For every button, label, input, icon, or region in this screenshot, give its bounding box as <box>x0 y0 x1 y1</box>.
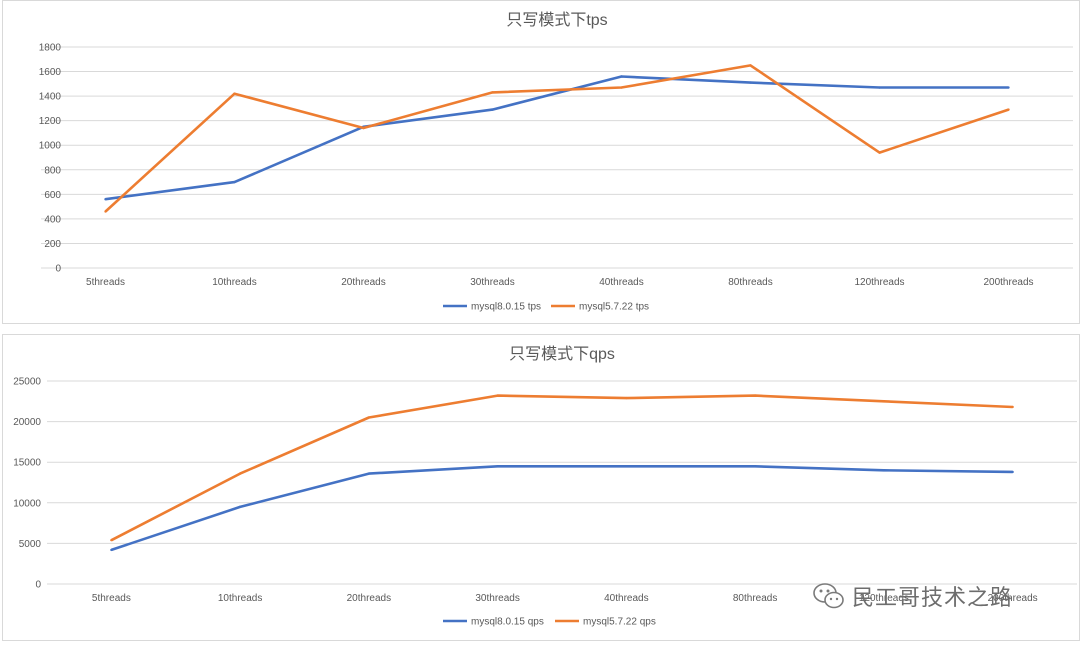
qps-chart-svg: 只写模式下qps 0 5000 10000 15000 20000 25000 5thread… <box>13 345 1077 628</box>
x-tick-label: 40threads <box>604 593 648 604</box>
x-tick-label: 40threads <box>599 277 643 288</box>
y-tick-label: 10000 <box>13 498 41 509</box>
x-tick-label: 10threads <box>212 277 256 288</box>
data-point[interactable] <box>491 108 494 111</box>
legend-item[interactable]: mysql8.0.15 tps <box>443 302 541 313</box>
data-point[interactable] <box>238 505 242 509</box>
y-tick-label: 800 <box>44 165 61 176</box>
data-point[interactable] <box>1011 405 1014 409</box>
x-tick-label: 5threads <box>92 593 131 604</box>
series-line-mysql57[interactable] <box>110 394 1013 542</box>
legend-label: mysql8.0.15 qps <box>471 617 544 628</box>
wechat-icon <box>813 583 844 609</box>
legend-item[interactable]: mysql5.7.22 tps <box>551 302 649 313</box>
legend-label: mysql5.7.22 tps <box>579 302 649 313</box>
data-point[interactable] <box>1007 86 1010 89</box>
data-point[interactable] <box>104 210 107 213</box>
data-point[interactable] <box>1011 470 1014 474</box>
data-point[interactable] <box>110 548 113 552</box>
y-tick-label: 1600 <box>39 67 62 78</box>
data-point[interactable] <box>491 91 494 94</box>
x-tick-label: 20threads <box>341 277 385 288</box>
data-point[interactable] <box>749 81 752 84</box>
tps-chart-svg: 只写模式下tps 0 200 400 600 800 1000 1200 1400 1600 180… <box>39 11 1073 313</box>
y-tick-label: 0 <box>35 580 41 591</box>
tps-chart[interactable]: 只写模式下tps 0 200 400 600 800 1000 1200 1400 1600 180… <box>2 0 1080 324</box>
y-tick-label: 1400 <box>39 92 62 103</box>
data-point[interactable] <box>362 126 365 130</box>
x-tick-label: 20threads <box>347 593 391 604</box>
qps-chart[interactable]: 只写模式下qps 0 5000 10000 15000 20000 25000 5thread… <box>2 334 1080 641</box>
y-tick-label: 200 <box>44 239 61 250</box>
x-tick-label: 200threads <box>983 277 1033 288</box>
data-point[interactable] <box>238 472 242 475</box>
x-tick-label: 10threads <box>218 593 262 604</box>
y-tick-label: 1800 <box>39 43 62 54</box>
y-tick-label: 15000 <box>13 458 41 469</box>
legend-item[interactable]: mysql8.0.15 qps <box>443 617 544 628</box>
data-point[interactable] <box>882 469 886 472</box>
y-tick-label: 20000 <box>13 417 41 428</box>
y-tick-label: 1200 <box>39 116 62 127</box>
series-line-mysql8[interactable] <box>110 465 1013 552</box>
chart-title: 只写模式下qps <box>509 345 615 363</box>
y-tick-label: 25000 <box>13 377 41 388</box>
data-point[interactable] <box>1007 108 1010 111</box>
y-tick-label: 600 <box>44 190 61 201</box>
data-point[interactable] <box>233 92 236 95</box>
data-point[interactable] <box>878 86 881 89</box>
watermark: 民工哥技术之路 <box>812 578 1013 614</box>
data-point[interactable] <box>753 465 757 468</box>
data-point[interactable] <box>104 198 107 201</box>
x-tick-label: 200threads <box>988 593 1038 604</box>
data-point[interactable] <box>749 64 752 67</box>
data-point[interactable] <box>620 86 623 89</box>
x-tick-label: 5threads <box>86 277 125 288</box>
y-tick-label: 400 <box>44 214 61 225</box>
data-point[interactable] <box>625 396 628 400</box>
data-point[interactable] <box>882 400 886 403</box>
data-point[interactable] <box>620 75 623 78</box>
chart-title: 只写模式下tps <box>506 11 607 29</box>
x-tick-label: 30threads <box>470 277 514 288</box>
legend-label: mysql5.7.22 qps <box>583 617 656 628</box>
x-tick-label: 80threads <box>733 593 777 604</box>
x-tick-label: 120threads <box>859 593 909 604</box>
legend-item[interactable]: mysql5.7.22 qps <box>555 617 656 628</box>
data-point[interactable] <box>625 465 628 468</box>
data-point[interactable] <box>496 394 499 397</box>
legend-label: mysql8.0.15 tps <box>471 302 541 313</box>
data-point[interactable] <box>753 394 757 397</box>
x-tick-label: 80threads <box>728 277 772 288</box>
y-tick-label: 1000 <box>39 141 62 152</box>
x-tick-label: 120threads <box>854 277 904 288</box>
data-point[interactable] <box>367 416 371 419</box>
y-tick-label: 5000 <box>19 539 42 550</box>
series-line-mysql57[interactable] <box>104 64 1009 213</box>
data-point[interactable] <box>878 151 881 154</box>
y-tick-label: 0 <box>55 264 61 275</box>
data-point[interactable] <box>110 538 113 542</box>
data-point[interactable] <box>496 465 499 468</box>
series-line-mysql8[interactable] <box>105 75 1009 201</box>
watermark-text: 民工哥技术之路 <box>852 586 1014 611</box>
data-point[interactable] <box>367 472 371 475</box>
data-point[interactable] <box>233 180 236 184</box>
x-tick-label: 30threads <box>475 593 519 604</box>
